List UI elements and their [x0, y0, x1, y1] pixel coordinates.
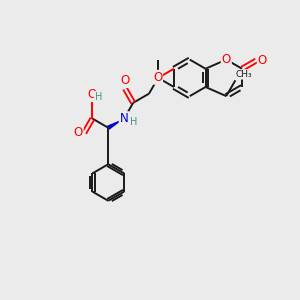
Text: O: O	[222, 52, 231, 65]
Text: N: N	[120, 112, 128, 125]
Text: H: H	[94, 92, 102, 102]
Text: O: O	[88, 88, 97, 101]
Polygon shape	[107, 118, 124, 130]
Text: H: H	[130, 117, 137, 127]
Text: CH₃: CH₃	[236, 70, 253, 79]
Text: O: O	[120, 74, 130, 87]
Text: O: O	[74, 126, 83, 139]
Text: O: O	[258, 54, 267, 67]
Text: O: O	[153, 71, 162, 84]
